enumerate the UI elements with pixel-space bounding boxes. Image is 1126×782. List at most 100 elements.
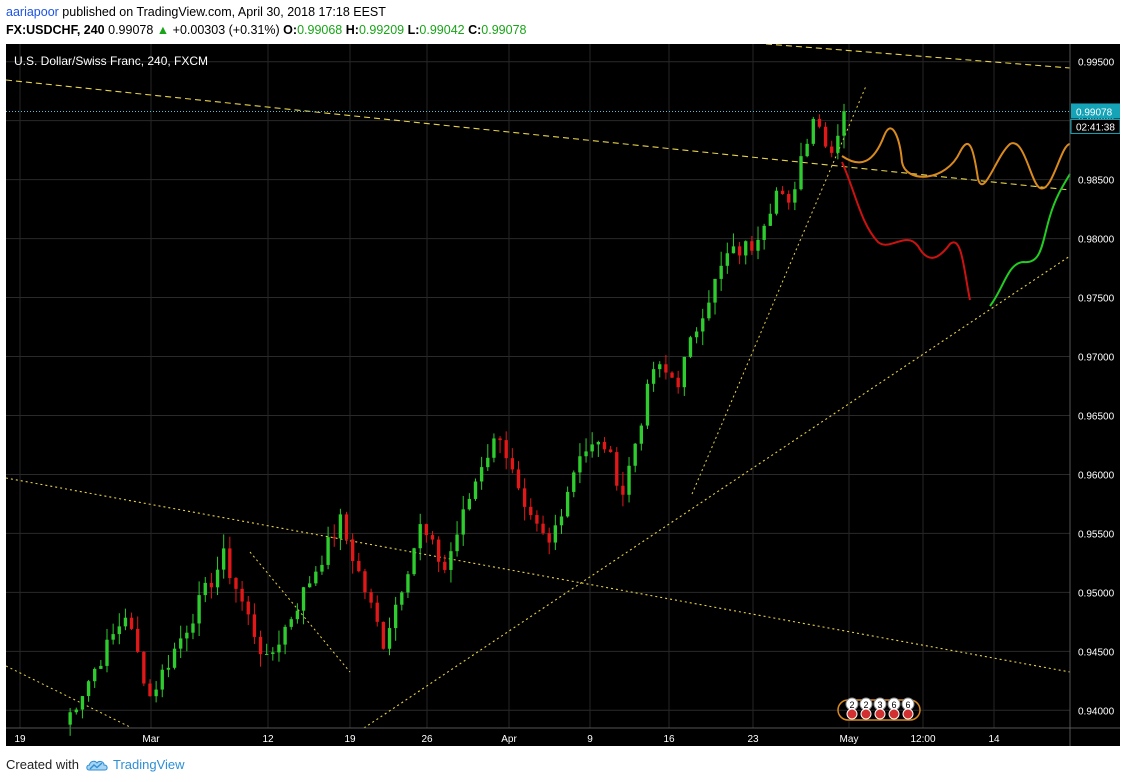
candle-body <box>522 488 527 507</box>
candle-body <box>418 524 422 549</box>
candle-body <box>467 498 472 510</box>
candle-body <box>633 443 637 466</box>
footer: Created with TradingView <box>6 757 185 772</box>
candle-body <box>387 628 392 649</box>
projections <box>841 127 1071 307</box>
candle-body <box>688 337 693 357</box>
candle-body <box>154 689 158 697</box>
created-with-label: Created with <box>6 757 79 772</box>
candle-body <box>584 451 588 457</box>
published-text: published on TradingView.com, April 30, … <box>58 5 386 19</box>
chart-svg[interactable]: 0.995000.990000.985000.980000.975000.970… <box>5 43 1121 746</box>
candle-body <box>350 539 355 561</box>
candle-body <box>344 514 349 540</box>
candle-body <box>265 653 269 655</box>
candle-body <box>443 561 447 570</box>
candle-body <box>719 265 723 279</box>
candle-body <box>277 644 281 653</box>
chart-area[interactable]: 0.995000.990000.985000.980000.975000.970… <box>5 43 1121 746</box>
candle-body <box>228 548 232 579</box>
x-tick-label: 16 <box>663 734 675 745</box>
candle-body <box>744 241 748 256</box>
close-label: C: <box>468 23 482 37</box>
candle-body <box>774 190 779 214</box>
ohlc-line: FX:USDCHF, 240 0.99078 ▲ +0.00303 (+0.31… <box>6 23 526 37</box>
author-link[interactable]: aariapoor <box>6 5 59 19</box>
candle-body <box>393 604 398 629</box>
candle-body <box>326 537 330 565</box>
trendlines <box>5 43 1071 729</box>
candle-body <box>830 146 834 153</box>
candle-body <box>473 481 478 499</box>
candle-body <box>400 592 404 605</box>
candle-body <box>811 118 815 144</box>
candle-body <box>731 246 736 254</box>
candle-body <box>627 465 631 495</box>
candle-body <box>701 318 705 332</box>
last-price-tag-label: 0.99078 <box>1076 107 1113 118</box>
chart-title: U.S. Dollar/Swiss Franc, 240, FXCM <box>14 54 208 68</box>
candle-body <box>338 514 343 539</box>
candle-body <box>823 126 828 147</box>
event-badge-label: 2 <box>849 700 854 710</box>
candle-body <box>357 560 361 572</box>
candle-body <box>123 617 128 627</box>
candle-body <box>185 632 189 639</box>
long-downtrend-line <box>5 477 1071 673</box>
candle-body <box>670 372 674 378</box>
y-tick-label: 0.95000 <box>1078 588 1115 599</box>
candle-body <box>203 582 207 596</box>
candle-body <box>166 667 171 670</box>
candle-body <box>682 356 686 388</box>
candle-body <box>301 587 306 611</box>
candle-body <box>314 571 318 584</box>
candle-body <box>449 551 453 570</box>
early-trendline <box>5 665 133 729</box>
candle-body <box>252 614 257 637</box>
low-value: 0.99042 <box>419 23 465 37</box>
candle-body <box>197 595 201 624</box>
candle-body <box>283 626 287 645</box>
candle-body <box>498 438 502 441</box>
last-price-tag <box>1071 103 1120 119</box>
candle-body <box>750 241 754 251</box>
projection-orange <box>841 127 1071 190</box>
candle-body <box>129 617 134 629</box>
x-tick-label: 19 <box>344 734 356 745</box>
x-tick-label: 14 <box>988 734 1000 745</box>
candle-body <box>707 302 711 319</box>
x-tick-label: 26 <box>421 734 433 745</box>
candle-body <box>148 683 152 697</box>
candle-body <box>725 253 729 266</box>
candle-body <box>289 619 293 627</box>
y-tick-label: 0.96500 <box>1078 411 1115 422</box>
y-tick-label: 0.96000 <box>1078 470 1115 481</box>
candle-body <box>756 239 760 251</box>
x-tick-label: 12:00 <box>910 734 935 745</box>
candle-body <box>93 668 97 682</box>
y-tick-label: 0.97000 <box>1078 353 1115 364</box>
tradingview-cloud-icon <box>86 760 108 770</box>
event-badge-label: 6 <box>905 700 910 710</box>
event-badge-label: 6 <box>891 700 896 710</box>
steep-uptrend-line <box>691 85 867 495</box>
x-tick-label: May <box>840 734 859 745</box>
candles <box>68 103 846 736</box>
candle-body <box>80 696 85 710</box>
grid <box>6 44 1070 728</box>
x-tick-label: 12 <box>262 734 274 745</box>
flag-icon <box>902 708 914 720</box>
candle-body <box>369 592 373 603</box>
y-tick-label: 0.95500 <box>1078 529 1115 540</box>
candle-body <box>805 143 809 157</box>
candle-body <box>621 485 625 495</box>
flag-icon <box>874 708 886 720</box>
candle-body <box>516 469 521 489</box>
candle-body <box>246 601 250 615</box>
candle-body <box>541 523 545 534</box>
tradingview-brand[interactable]: TradingView <box>85 757 185 772</box>
y-tick-label: 0.94000 <box>1078 706 1115 717</box>
candle-body <box>658 364 662 370</box>
candle-body <box>651 369 656 384</box>
